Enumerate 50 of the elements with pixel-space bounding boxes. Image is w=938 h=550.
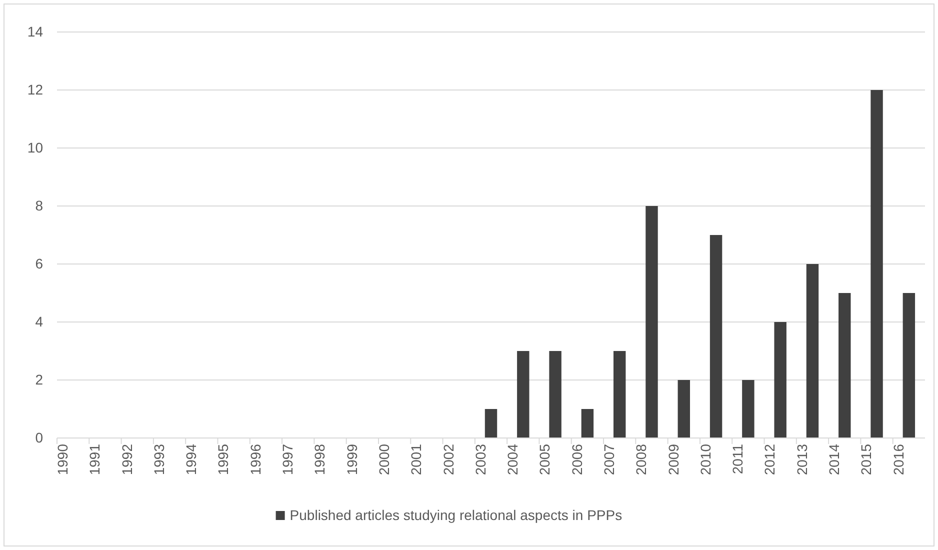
bar [806, 264, 819, 438]
x-tick-label: 2008 [633, 444, 650, 476]
legend-label: Published articles studying relational aspects in PPPs [290, 507, 622, 523]
x-tick-label: 2001 [408, 444, 424, 476]
x-tick-label: 1991 [86, 444, 103, 476]
x-tick-label: 1994 [183, 444, 200, 476]
y-tick-label: 8 [35, 197, 44, 214]
x-tick-label: 2004 [504, 444, 521, 476]
x-tick-label: 2006 [568, 444, 585, 476]
x-tick-label: 1993 [150, 444, 167, 476]
x-tick-label: 2016 [890, 444, 906, 476]
y-tick-label: 4 [35, 313, 44, 330]
x-tick-label: 2014 [826, 444, 842, 476]
x-tick-label: 2011 [730, 444, 746, 474]
x-tick-label: 1996 [247, 444, 264, 476]
x-tick-label: 2002 [440, 444, 456, 476]
x-tick-label: 1999 [344, 444, 360, 476]
x-tick-label: 1998 [312, 444, 328, 476]
bar [742, 380, 754, 438]
x-tick-label: 2012 [762, 444, 778, 476]
x-tick-label: 2003 [472, 444, 488, 476]
bar [484, 409, 498, 438]
y-tick-label: 12 [27, 81, 44, 98]
x-tick-label: 2000 [376, 444, 392, 476]
bar [902, 293, 916, 438]
bar [870, 90, 883, 438]
x-tick-label: 2009 [665, 444, 682, 476]
bar [581, 409, 594, 438]
x-tick-label: 2010 [697, 444, 714, 476]
x-tick-label: 2005 [536, 444, 553, 476]
x-tick-label: 2013 [794, 444, 810, 476]
x-tick-label: 2007 [600, 444, 617, 476]
y-tick-label: 6 [35, 255, 44, 272]
x-tick-label: 2015 [858, 444, 874, 476]
bar [613, 351, 626, 438]
bar [646, 206, 658, 438]
bar [549, 351, 562, 438]
y-tick-label: 10 [27, 139, 44, 156]
y-tick-label: 14 [27, 23, 44, 40]
x-tick-label: 1992 [118, 444, 135, 476]
y-tick-label: 2 [35, 371, 44, 388]
bar [710, 235, 722, 438]
bar [774, 322, 786, 438]
bar [517, 351, 530, 438]
x-tick-label: 1995 [215, 444, 232, 476]
y-tick-label: 0 [35, 429, 44, 446]
x-tick-label: 1990 [54, 444, 70, 476]
x-tick-label: 1997 [280, 444, 296, 476]
bar [838, 293, 851, 438]
bar [678, 380, 690, 438]
